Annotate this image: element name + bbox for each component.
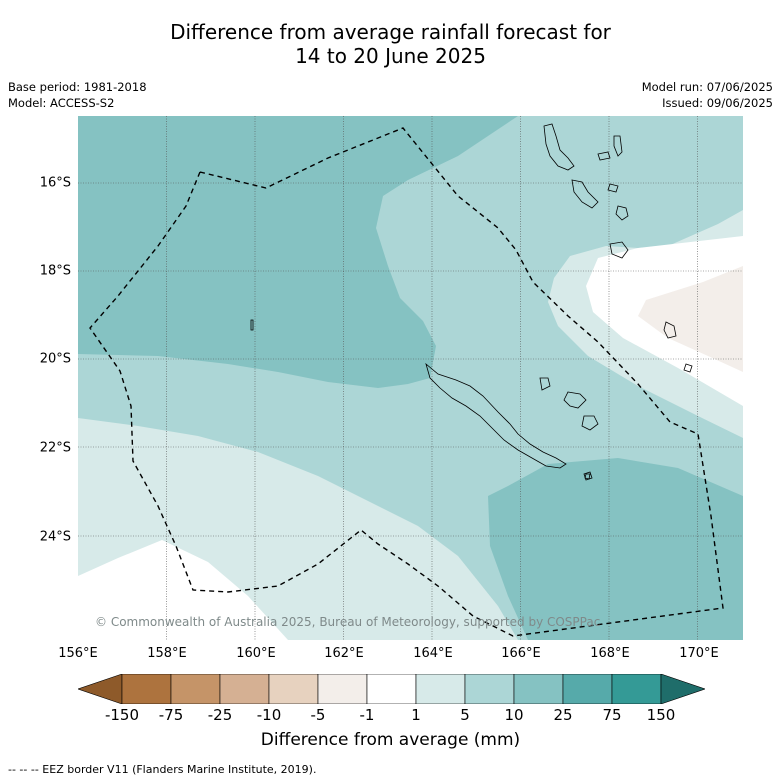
- efate-island: [609, 241, 629, 259]
- gridlines: [78, 116, 743, 640]
- eez-border: [89, 127, 724, 637]
- colorbar-seg-6: [366, 674, 417, 704]
- lifou-island: [563, 391, 587, 409]
- colorbar-seg-0: [78, 674, 123, 704]
- region-neutral-southwest: [78, 540, 288, 640]
- epi-island: [615, 205, 629, 221]
- colorbar-title: Difference from average (mm): [260, 730, 521, 750]
- colorbar-seg-2: [170, 674, 221, 704]
- cb-label-7: 5: [460, 706, 470, 724]
- cb-label-5: -1: [359, 706, 375, 724]
- cb-label-11: 150: [646, 706, 676, 724]
- small-island-2: [584, 473, 591, 480]
- region-dry-east: [638, 266, 743, 372]
- cb-label-0: -150: [104, 706, 140, 724]
- lat-label-18s: 18°S: [39, 263, 71, 279]
- lon-label-162e: 162°E: [324, 646, 364, 661]
- map-title: Difference from average rainfall forecas…: [0, 20, 781, 68]
- region-10-25-north: [78, 116, 518, 388]
- lon-label-168e: 168°E: [590, 646, 630, 661]
- colorbar: [78, 674, 705, 704]
- ambrym-island: [607, 183, 619, 193]
- lon-label-164e: 164°E: [413, 646, 453, 661]
- copyright-text: © Commonwealth of Australia 2025, Bureau…: [95, 615, 600, 629]
- colorbar-seg-7: [415, 674, 466, 704]
- cb-label-9: 25: [553, 706, 573, 724]
- small-island-1: [250, 319, 254, 331]
- tanna-island: [683, 363, 693, 373]
- colorbar-seg-10: [562, 674, 613, 704]
- lat-label-22s: 22°S: [39, 440, 71, 456]
- lat-label-16s: 16°S: [39, 175, 71, 191]
- title-line-1: Difference from average rainfall forecas…: [170, 20, 611, 44]
- lat-label-24s: 24°S: [39, 529, 71, 545]
- lat-label-20s: 20°S: [39, 351, 71, 367]
- region-10-25-south: [488, 458, 743, 640]
- cb-label-3: -10: [256, 706, 282, 724]
- cb-label-6: 1: [411, 706, 421, 724]
- cb-label-2: -25: [207, 706, 233, 724]
- base-period: Base period: 1981-2018: [8, 80, 147, 94]
- issued-date: Issued: 09/06/2025: [662, 96, 773, 110]
- lon-label-160e: 160°E: [236, 646, 276, 661]
- colorbar-seg-3: [219, 674, 270, 704]
- lon-label-166e: 166°E: [501, 646, 541, 661]
- meta-right: Model run: 07/06/2025 Issued: 09/06/2025: [642, 79, 773, 111]
- erromango-island: [663, 321, 677, 339]
- title-line-2: 14 to 20 June 2025: [295, 44, 486, 68]
- cb-label-1: -75: [158, 706, 184, 724]
- colorbar-seg-8: [464, 674, 515, 704]
- lon-label-156e: 156°E: [58, 646, 98, 661]
- malekula-island: [571, 179, 599, 209]
- cb-label-8: 10: [504, 706, 524, 724]
- model-name: Model: ACCESS-S2: [8, 96, 115, 110]
- meta-left: Base period: 1981-2018 Model: ACCESS-S2: [8, 79, 147, 111]
- rainfall-map: © Commonwealth of Australia 2025, Bureau…: [78, 116, 743, 640]
- cb-label-4: -5: [310, 706, 326, 724]
- colorbar-seg-5: [317, 674, 368, 704]
- colorbar-seg-1: [121, 674, 172, 704]
- colorbar-seg-4: [268, 674, 319, 704]
- new-caledonia-island: [425, 362, 567, 469]
- lon-label-170e: 170°E: [679, 646, 719, 661]
- colorbar-seg-11: [611, 674, 662, 704]
- pentecost-island: [597, 151, 611, 161]
- espiritu-santo-island: [543, 123, 575, 171]
- ouvea-island: [539, 377, 551, 391]
- lon-label-158e: 158°E: [147, 646, 187, 661]
- colorbar-seg-9: [513, 674, 564, 704]
- maewo-island: [613, 135, 623, 157]
- mare-island: [581, 415, 599, 431]
- colorbar-seg-12: [660, 674, 705, 704]
- model-run: Model run: 07/06/2025: [641, 80, 773, 94]
- cb-label-10: 75: [602, 706, 622, 724]
- eez-footer-note: -- -- -- EEZ border V11 (Flanders Marine…: [8, 763, 317, 776]
